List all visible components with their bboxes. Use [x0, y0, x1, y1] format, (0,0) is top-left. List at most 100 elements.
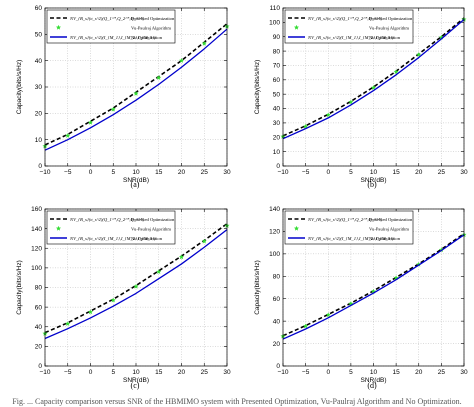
- x-tick-label: 0: [326, 169, 330, 176]
- no-optimization-line: [282, 234, 465, 340]
- x-tick-label: 25: [438, 169, 446, 176]
- legend-vu-swatch: [55, 24, 62, 30]
- legend-vu-swatch: [293, 24, 300, 30]
- vu-paulraj-marker: [416, 51, 422, 57]
- legend-presented-expr: NV_{B_s}(σ_s^2)(Q_1^*,Q_2^*,Q_3^*): [69, 217, 145, 223]
- x-axis-label: SNR(dB): [123, 377, 149, 384]
- y-tick-label: 120: [31, 245, 42, 252]
- y-tick-label: 50: [35, 32, 43, 39]
- x-tick-label: −5: [64, 369, 72, 376]
- y-tick-label: 70: [273, 63, 281, 70]
- legend-vu-label: Vu-Paulraj Algorithm: [369, 26, 409, 31]
- y-tick-label: 20: [273, 341, 281, 348]
- legend-presented-expr: NV_{B_s}(σ_s^2)(Q_1^*,Q_2^*,Q_3^*): [307, 16, 383, 22]
- x-tick-label: 0: [89, 369, 93, 376]
- legend-none-label: No Optimization: [131, 236, 163, 241]
- x-tick-label: −5: [302, 369, 310, 376]
- y-tick-label: 20: [273, 134, 281, 141]
- y-axis-label: Capacity(bits/s/Hz): [254, 260, 261, 315]
- legend-vu-swatch: [55, 225, 62, 231]
- x-tick-label: −5: [64, 169, 72, 176]
- x-tick-label: 30: [223, 169, 231, 176]
- x-tick-label: 25: [201, 169, 209, 176]
- legend-presented-expr: NV_{B_s}(σ_s^2)(Q_1^*,Q_2^*,Q_3^*): [69, 16, 145, 22]
- y-tick-label: 20: [35, 344, 43, 351]
- y-tick-label: 0: [276, 163, 280, 170]
- legend: NV_{B_s}(σ_s^2)(Q_1^*,Q_2^*,Q_3^*)Presen…: [46, 9, 176, 44]
- x-axis-label: SNR(dB): [123, 177, 149, 184]
- legend-vu-label: Vu-Paulraj Algorithm: [131, 227, 171, 232]
- legend-none-expr: NV_{B_s}(σ_s^2)(I_{M_1},I_{M_2},I_{M_3}): [69, 236, 156, 242]
- x-tick-label: −10: [39, 169, 50, 176]
- y-tick-label: 40: [273, 106, 281, 113]
- legend-vu-swatch: [293, 225, 300, 231]
- y-tick-label: 10: [273, 149, 281, 156]
- x-tick-label: 5: [349, 169, 353, 176]
- y-tick-label: 20: [35, 111, 43, 118]
- presented-optimization-line: [282, 17, 465, 137]
- vu-paulraj-marker: [303, 123, 309, 129]
- vu-paulraj-marker: [87, 309, 94, 315]
- x-tick-label: 30: [460, 369, 468, 376]
- x-tick-label: −5: [302, 169, 310, 176]
- vu-paulraj-marker: [65, 321, 71, 326]
- vu-paulraj-marker: [201, 40, 207, 46]
- chart-panel-1: −10 −5 0 5 10 15 20 25 30 0 10 20 30 40 50 60 SNR(dB) Cap…: [16, 5, 231, 189]
- y-tick-label: 60: [273, 296, 281, 303]
- legend-presented-label: Presented Optimization: [131, 217, 175, 222]
- x-tick-label: 15: [393, 169, 401, 176]
- legend-box: [46, 210, 176, 245]
- vu-paulraj-marker: [133, 90, 139, 96]
- y-tick-label: 40: [35, 324, 43, 331]
- vu-paulraj-marker: [370, 85, 377, 90]
- vu-paulraj-marker: [133, 283, 139, 289]
- legend-presented-expr: NV_{B_s}(σ_s^2)(Q_1^*,Q_2^*,Q_3^*): [307, 217, 383, 223]
- y-tick-label: 120: [269, 229, 280, 236]
- x-tick-label: 10: [132, 169, 140, 176]
- x-tick-label: 15: [155, 169, 163, 176]
- legend: NV_{B_s}(σ_s^2)(Q_1^*,Q_2^*,Q_3^*)Presen…: [284, 9, 414, 44]
- x-tick-label: 0: [89, 169, 93, 176]
- legend-none-expr: NV_{B_s}(σ_s^2)(I_{M_1},I_{M_2},I_{M_3}): [307, 35, 394, 41]
- vu-paulraj-marker: [201, 238, 207, 244]
- y-tick-label: 140: [269, 206, 280, 213]
- x-tick-label: 5: [349, 369, 353, 376]
- y-tick-label: 90: [273, 34, 281, 41]
- vu-paulraj-marker: [393, 69, 399, 75]
- y-tick-label: 10: [35, 137, 43, 144]
- y-tick-label: 0: [276, 363, 280, 370]
- y-axis-label: Capacity(bits/s/Hz): [16, 60, 23, 115]
- legend: NV_{B_s}(σ_s^2)(Q_1^*,Q_2^*,Q_3^*)Presen…: [284, 210, 414, 245]
- plot-frame: [44, 7, 228, 167]
- vu-paulraj-marker: [110, 106, 116, 112]
- panel-label: (a): [131, 180, 140, 189]
- x-tick-label: 15: [155, 369, 163, 376]
- presented-optimization-line: [44, 223, 228, 334]
- x-tick-label: 25: [201, 369, 209, 376]
- x-tick-label: 15: [393, 369, 401, 376]
- plot-frame: [282, 208, 465, 367]
- legend-box: [46, 9, 176, 44]
- legend: NV_{B_s}(σ_s^2)(Q_1^*,Q_2^*,Q_3^*)Presen…: [46, 210, 176, 245]
- y-tick-label: 60: [35, 5, 43, 12]
- legend-presented-label: Presented Optimization: [131, 16, 175, 21]
- legend-presented-label: Presented Optimization: [369, 16, 413, 21]
- y-tick-label: 40: [35, 58, 43, 65]
- vu-paulraj-marker: [325, 112, 331, 118]
- figure-caption: Fig. ... Capacity comparison versus SNR …: [12, 397, 462, 406]
- x-tick-label: 30: [223, 369, 231, 376]
- y-axis-label: Capacity(bits/s/Hz): [254, 60, 261, 115]
- x-tick-label: 10: [132, 369, 140, 376]
- x-tick-label: −10: [277, 369, 288, 376]
- legend-none-label: No Optimization: [369, 35, 401, 40]
- y-tick-label: 80: [35, 285, 43, 292]
- no-optimization-line: [44, 28, 228, 151]
- vu-paulraj-marker: [303, 323, 309, 329]
- vu-paulraj-marker: [156, 75, 162, 80]
- vu-paulraj-marker: [178, 57, 185, 63]
- plot-frame: [44, 208, 228, 367]
- x-tick-label: 10: [370, 369, 378, 376]
- y-tick-label: 60: [273, 77, 281, 84]
- vu-paulraj-marker: [325, 312, 331, 318]
